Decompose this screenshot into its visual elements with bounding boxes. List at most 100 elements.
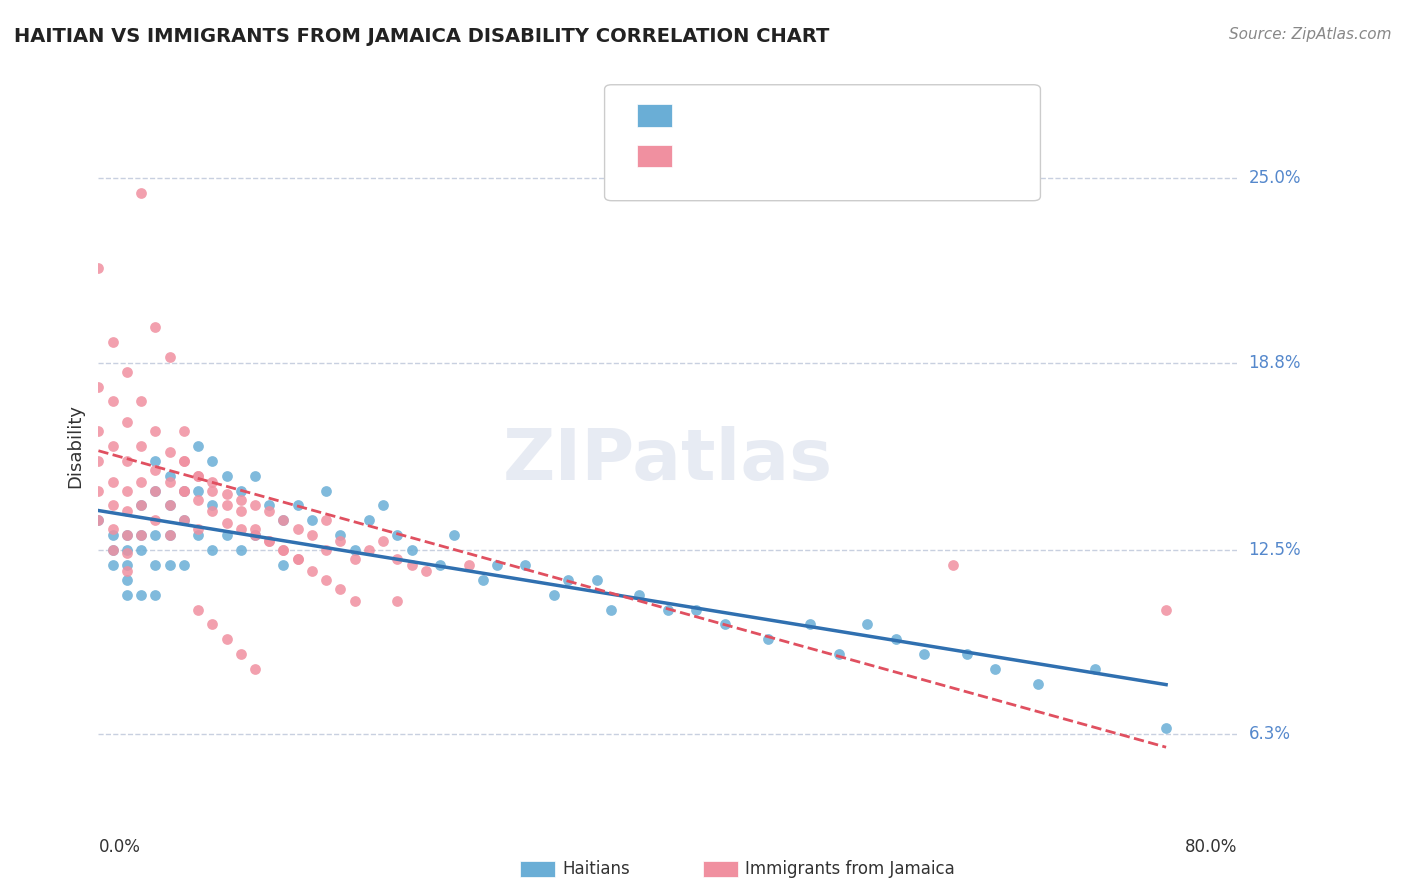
Point bbox=[159, 350, 181, 364]
Point bbox=[159, 528, 181, 542]
Point bbox=[229, 647, 252, 661]
Point bbox=[799, 617, 821, 632]
Point bbox=[173, 558, 195, 572]
Point bbox=[101, 543, 124, 558]
Point bbox=[273, 558, 295, 572]
Point bbox=[471, 573, 494, 587]
Point bbox=[187, 522, 209, 536]
Point bbox=[401, 543, 423, 558]
Point bbox=[129, 588, 152, 602]
Point bbox=[129, 394, 152, 409]
Point bbox=[259, 534, 281, 549]
Text: 80.0%: 80.0% bbox=[1185, 838, 1237, 855]
Point bbox=[145, 588, 167, 602]
Point bbox=[273, 513, 295, 527]
Point bbox=[187, 602, 209, 616]
Point bbox=[87, 260, 110, 275]
Point bbox=[173, 483, 195, 498]
Point bbox=[115, 483, 138, 498]
Point bbox=[828, 647, 851, 661]
Point bbox=[115, 558, 138, 572]
Text: 25.0%: 25.0% bbox=[1249, 169, 1301, 187]
Point bbox=[145, 483, 167, 498]
Point bbox=[984, 662, 1007, 676]
Point bbox=[856, 617, 879, 632]
Point bbox=[201, 454, 224, 468]
Point bbox=[585, 573, 607, 587]
Point bbox=[129, 543, 152, 558]
Point bbox=[357, 543, 380, 558]
Point bbox=[201, 543, 224, 558]
Text: R = -0.042   N = 93: R = -0.042 N = 93 bbox=[679, 147, 842, 165]
Point bbox=[145, 320, 167, 334]
Point bbox=[543, 588, 565, 602]
Point bbox=[273, 513, 295, 527]
Text: R = -0.547   N = 73: R = -0.547 N = 73 bbox=[679, 107, 842, 125]
Point bbox=[287, 552, 309, 566]
Point bbox=[101, 543, 124, 558]
Point bbox=[87, 513, 110, 527]
Point bbox=[87, 379, 110, 393]
Text: 6.3%: 6.3% bbox=[1249, 725, 1291, 743]
Point bbox=[301, 513, 323, 527]
Point bbox=[187, 468, 209, 483]
Point bbox=[215, 468, 238, 483]
Point bbox=[1026, 677, 1049, 691]
Point bbox=[87, 424, 110, 438]
Point bbox=[315, 513, 337, 527]
Point bbox=[87, 454, 110, 468]
Point bbox=[287, 552, 309, 566]
Point bbox=[401, 558, 423, 572]
Point bbox=[129, 499, 152, 513]
Point bbox=[215, 499, 238, 513]
Point bbox=[187, 483, 209, 498]
Point bbox=[315, 543, 337, 558]
Point bbox=[173, 513, 195, 527]
Point bbox=[301, 528, 323, 542]
Point bbox=[115, 415, 138, 429]
Text: 0.0%: 0.0% bbox=[98, 838, 141, 855]
Text: Source: ZipAtlas.com: Source: ZipAtlas.com bbox=[1229, 27, 1392, 42]
Point bbox=[259, 534, 281, 549]
Point bbox=[201, 475, 224, 489]
Point bbox=[357, 513, 380, 527]
Point bbox=[229, 483, 252, 498]
Point bbox=[229, 504, 252, 518]
Point bbox=[329, 534, 352, 549]
Point bbox=[215, 528, 238, 542]
Point bbox=[387, 552, 409, 566]
Point bbox=[685, 602, 707, 616]
Point bbox=[159, 475, 181, 489]
Point bbox=[159, 499, 181, 513]
Point bbox=[187, 492, 209, 507]
Point bbox=[129, 528, 152, 542]
Point bbox=[201, 504, 224, 518]
Point bbox=[173, 483, 195, 498]
Point bbox=[600, 602, 623, 616]
Point bbox=[373, 534, 395, 549]
Point bbox=[243, 468, 266, 483]
Point bbox=[187, 468, 209, 483]
Point bbox=[243, 528, 266, 542]
Point bbox=[1084, 662, 1107, 676]
Point bbox=[243, 662, 266, 676]
Point bbox=[187, 439, 209, 453]
Point bbox=[415, 564, 437, 578]
Point bbox=[159, 528, 181, 542]
Point bbox=[145, 528, 167, 542]
Point bbox=[115, 454, 138, 468]
Text: ZIPatlas: ZIPatlas bbox=[503, 425, 832, 495]
Point bbox=[187, 528, 209, 542]
Point bbox=[129, 439, 152, 453]
Point bbox=[87, 513, 110, 527]
Point bbox=[343, 552, 366, 566]
Point bbox=[145, 483, 167, 498]
Point bbox=[129, 528, 152, 542]
Point bbox=[387, 593, 409, 607]
Point bbox=[215, 632, 238, 647]
Point bbox=[145, 463, 167, 477]
Text: Immigrants from Jamaica: Immigrants from Jamaica bbox=[745, 860, 955, 878]
Point bbox=[486, 558, 509, 572]
Point bbox=[259, 504, 281, 518]
Point bbox=[115, 573, 138, 587]
